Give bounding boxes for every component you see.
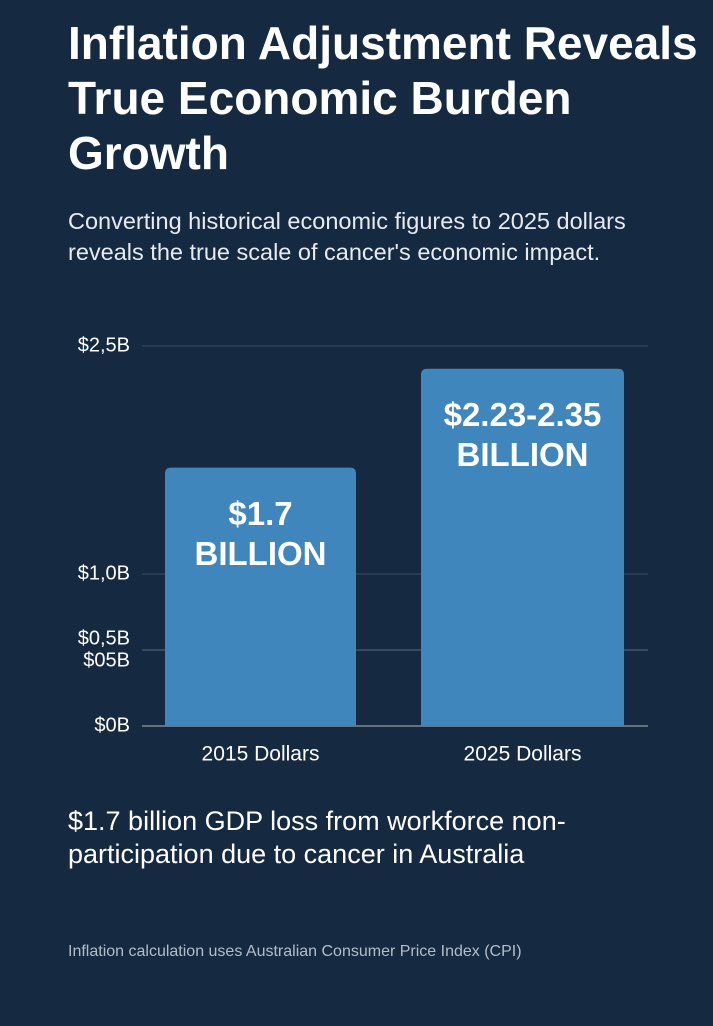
bar-value-label: $2.23-2.35 BILLION	[443, 395, 602, 473]
x-tick-label: 2015 Dollars	[202, 743, 320, 766]
caption: $1.7 billion GDP loss from workforce non…	[68, 806, 566, 869]
bar	[421, 368, 624, 726]
y-tick-label: $0B	[94, 714, 130, 736]
x-tick-label: 2025 Dollars	[464, 743, 582, 766]
y-tick-label: $2,5B	[78, 334, 130, 356]
title: Inflation Adjustment Reveals True Econom…	[68, 17, 698, 179]
bar-value-label: $1.7 BILLION	[194, 494, 327, 572]
y-tick-label: $0,5B	[78, 627, 130, 649]
footnote: Inflation calculation uses Australian Co…	[68, 943, 522, 960]
subtitle: Converting historical economic figures t…	[68, 208, 626, 265]
y-tick-label: $05B	[83, 649, 130, 671]
y-tick-label: $1,0B	[78, 562, 130, 584]
bar	[165, 467, 356, 726]
